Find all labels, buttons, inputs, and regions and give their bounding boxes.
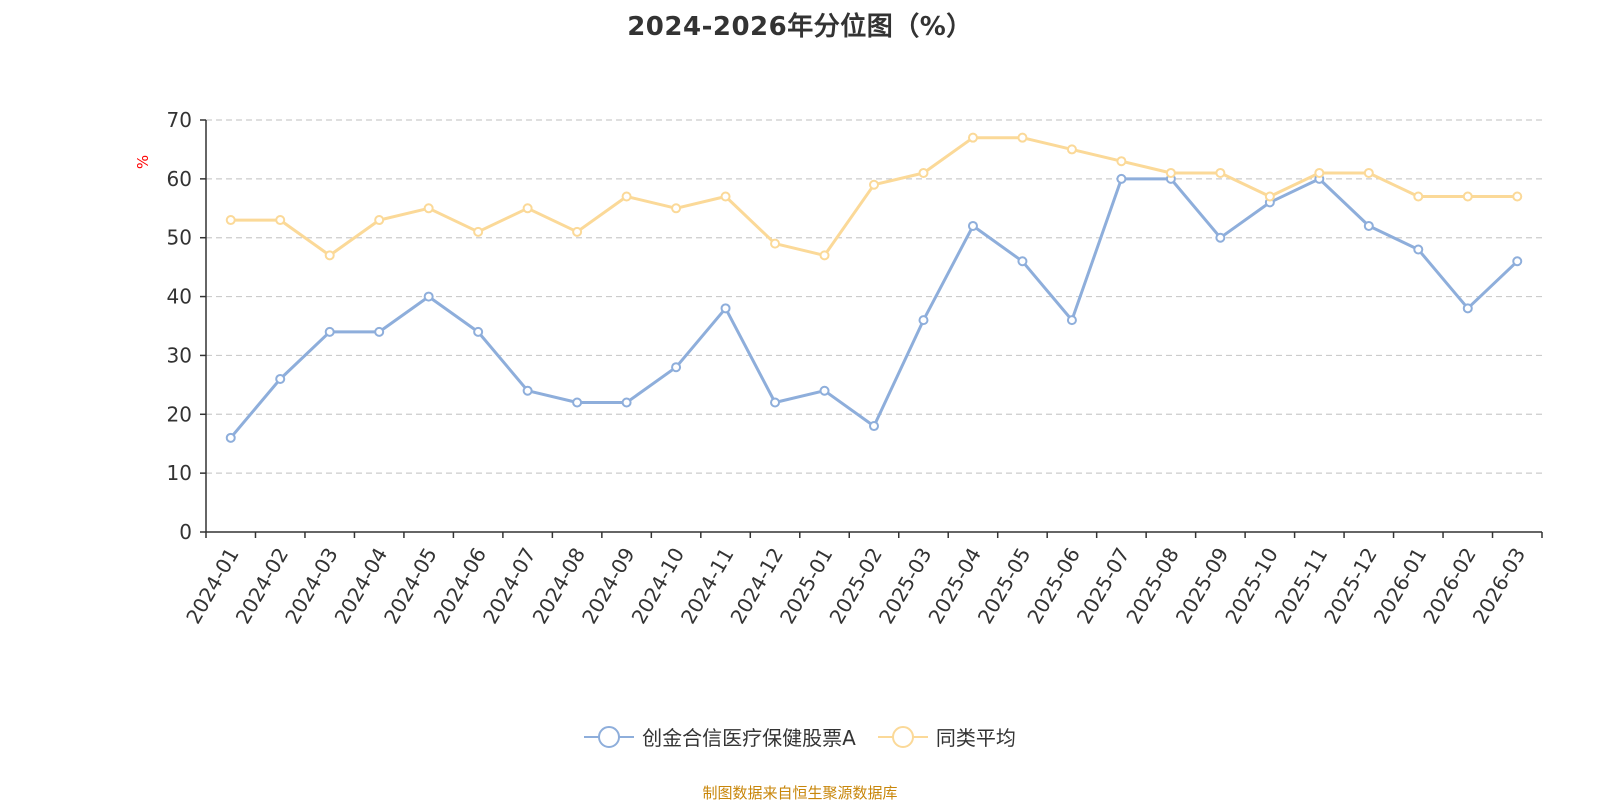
y-tick-label: 50 [167,226,192,250]
legend-item-average[interactable]: 同类平均 [877,722,1016,751]
data-point-fund[interactable] [522,385,533,396]
data-point-average[interactable] [967,132,978,143]
data-point-fund[interactable] [1413,244,1424,255]
y-tick-label: 0 [179,520,192,544]
data-point-fund[interactable] [1512,256,1523,267]
data-point-average[interactable] [275,215,286,226]
data-point-average[interactable] [522,203,533,214]
data-point-fund[interactable] [324,326,335,337]
data-point-fund[interactable] [918,315,929,326]
data-point-fund[interactable] [967,220,978,231]
legend-label-fund: 创金合信医疗保健股票A [642,726,856,750]
data-point-average[interactable] [1116,156,1127,167]
series-points [225,132,1523,443]
data-point-fund[interactable] [1363,220,1374,231]
data-point-average[interactable] [621,191,632,202]
data-point-average[interactable] [1512,191,1523,202]
series-line-average [229,136,1519,257]
data-point-fund[interactable] [1066,315,1077,326]
data-point-average[interactable] [671,203,682,214]
data-point-fund[interactable] [275,373,286,384]
data-point-average[interactable] [473,226,484,237]
data-point-average[interactable] [1165,167,1176,178]
y-tick-label: 30 [167,343,192,367]
data-point-average[interactable] [572,226,583,237]
data-point-average[interactable] [1462,191,1473,202]
legend-fund-icon [584,725,635,748]
data-point-average[interactable] [423,203,434,214]
legend-item-fund[interactable]: 创金合信医疗保健股票A [584,722,856,751]
source-note: 制图数据来自恒生聚源数据库 [702,784,898,802]
data-point-average[interactable] [819,250,830,261]
data-point-fund[interactable] [225,432,236,443]
y-tick-label: 40 [167,285,192,309]
data-point-average[interactable] [720,191,731,202]
legend: 创金合信医疗保健股票A 同类平均 [0,722,1600,751]
axes: 010203040506070%2024-012024-022024-03202… [134,108,1543,628]
data-point-average[interactable] [1066,144,1077,155]
data-point-average[interactable] [869,179,879,190]
y-tick-label: 10 [167,461,192,485]
data-point-fund[interactable] [473,326,484,337]
data-point-average[interactable] [225,215,236,226]
data-point-fund[interactable] [1215,232,1226,243]
data-point-fund[interactable] [720,303,731,314]
data-point-average[interactable] [1017,132,1028,143]
y-axis-label: % [134,155,152,169]
data-point-fund[interactable] [374,326,385,337]
chart-title: 2024-2026年分位图（%） [627,12,973,42]
data-point-fund[interactable] [770,397,781,408]
data-point-fund[interactable] [869,421,879,432]
legend-label-average: 同类平均 [935,726,1016,750]
series-line-fund [229,177,1519,440]
data-point-fund[interactable] [1462,303,1473,314]
data-point-fund[interactable] [1017,256,1028,267]
data-point-average[interactable] [1413,191,1424,202]
data-point-fund[interactable] [819,385,830,396]
data-point-average[interactable] [374,215,385,226]
data-point-average[interactable] [918,167,929,178]
data-point-fund[interactable] [423,291,434,302]
data-point-average[interactable] [1215,167,1226,178]
y-tick-label: 70 [167,108,192,132]
data-point-average[interactable] [770,238,781,249]
data-point-average[interactable] [1363,167,1374,178]
data-point-fund[interactable] [572,397,583,408]
y-tick-label: 60 [167,167,192,191]
legend-average-icon [877,725,928,748]
data-point-average[interactable] [324,250,335,261]
data-point-average[interactable] [1264,191,1275,202]
data-point-fund[interactable] [621,397,632,408]
data-point-fund[interactable] [1116,173,1127,184]
data-point-average[interactable] [1314,167,1325,178]
y-tick-label: 20 [167,402,192,426]
data-point-fund[interactable] [671,362,682,373]
